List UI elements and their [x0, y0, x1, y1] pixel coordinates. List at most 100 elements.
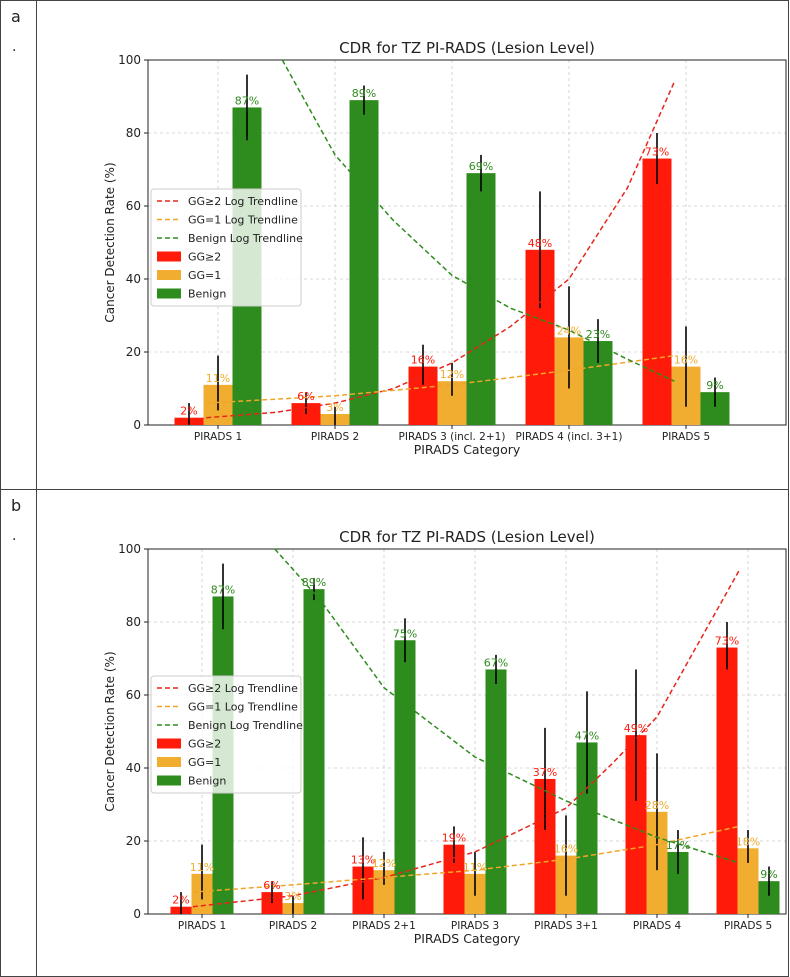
y-tick-label: 0	[133, 907, 141, 921]
data-label: 12%	[440, 368, 464, 381]
y-axis-label: Cancer Detection Rate (%)	[103, 651, 117, 811]
y-tick-label: 80	[126, 126, 141, 140]
legend-label: GG=1 Log Trendline	[188, 214, 298, 227]
x-tick-label: PIRADS 1	[178, 920, 226, 932]
y-axis-label: Cancer Detection Rate (%)	[103, 162, 117, 322]
data-label: 87%	[235, 94, 259, 107]
data-label: 87%	[211, 583, 235, 596]
data-label: 9%	[706, 379, 723, 392]
panel-marker: ·	[12, 532, 17, 548]
data-label: 48%	[528, 237, 552, 250]
y-tick-label: 40	[126, 272, 141, 286]
y-tick-label: 100	[118, 542, 141, 556]
y-tick-label: 100	[118, 53, 141, 67]
y-tick-label: 60	[126, 688, 141, 702]
data-label: 16%	[674, 354, 698, 367]
bar-benign	[485, 669, 507, 914]
trendline	[281, 59, 675, 382]
data-label: 37%	[533, 766, 557, 779]
legend-color-swatch	[157, 270, 181, 280]
data-label: 6%	[297, 390, 314, 403]
legend-label: GG≥2 Log Trendline	[188, 682, 298, 695]
chart-a: CDR for TZ PI-RADS (Lesion Level) 0 20 40 60…	[103, 39, 787, 457]
data-label: 24%	[557, 324, 581, 337]
chart-b: CDR for TZ PI-RADS (Lesion Level) 0 20 40 60…	[103, 528, 787, 946]
chart-title: CDR for TZ PI-RADS (Lesion Level)	[339, 528, 595, 546]
y-tick-label: 60	[126, 199, 141, 213]
data-label: 47%	[575, 729, 599, 742]
trendline	[192, 825, 740, 893]
data-label: 3%	[326, 401, 343, 414]
data-label: 69%	[469, 160, 493, 173]
x-tick-label: PIRADS 2	[311, 431, 359, 443]
legend-label: GG≥2 Log Trendline	[188, 195, 298, 208]
y-tick-label: 20	[126, 834, 141, 848]
panel-label: a	[11, 7, 21, 26]
legend-box	[150, 675, 302, 794]
bar-gg2	[443, 844, 465, 914]
bar-benign	[466, 173, 496, 425]
y-tick-label: 40	[126, 761, 141, 775]
legend-label: GG≥2	[188, 738, 221, 751]
x-tick-label: PIRADS 4 (incl. 3+1)	[516, 431, 623, 443]
x-tick-label: PIRADS 3	[451, 920, 499, 932]
legend-label: GG≥2	[188, 251, 221, 264]
data-label: 89%	[352, 87, 376, 100]
x-tick-label: PIRADS 3 (incl. 2+1)	[399, 431, 506, 443]
data-label: 89%	[302, 576, 326, 589]
bar-gg1	[737, 848, 759, 914]
x-axis-label: PIRADS Category	[414, 442, 521, 457]
data-label: 49%	[624, 722, 648, 735]
legend-label: GG=1 Log Trendline	[188, 701, 298, 714]
bar-gg2	[625, 735, 647, 914]
x-tick-label: PIRADS 2	[269, 920, 317, 932]
data-label: 6%	[263, 879, 280, 892]
data-label: 16%	[554, 843, 578, 856]
legend-color-swatch	[157, 738, 181, 749]
bar-gg2	[642, 158, 672, 426]
x-tick-label: PIRADS 3+1	[534, 920, 598, 932]
data-label: 23%	[586, 328, 610, 341]
y-tick-label: 0	[133, 418, 141, 432]
data-label: 19%	[442, 832, 466, 845]
panel-divider	[36, 1, 37, 489]
y-tick-label: 80	[126, 615, 141, 629]
x-axis-label: PIRADS Category	[414, 931, 521, 946]
legend-label: Benign	[188, 288, 226, 301]
chart-title: CDR for TZ PI-RADS (Lesion Level)	[339, 39, 595, 57]
data-label: 16%	[411, 354, 435, 367]
legend-color-swatch	[157, 288, 181, 299]
data-label: 11%	[190, 861, 214, 874]
legend-color-swatch	[157, 251, 181, 262]
trendline	[192, 570, 740, 908]
y-tick-label: 20	[126, 345, 141, 359]
x-tick-label: PIRADS 4	[633, 920, 682, 932]
x-tick-label: PIRADS 2+1	[352, 920, 416, 932]
bar-gg2	[716, 647, 738, 914]
panel-label: b	[11, 496, 22, 515]
bar-benign	[576, 742, 598, 914]
data-label: 13%	[351, 854, 375, 867]
figure-panel-a: a · CDR for TZ PI-RADS (Lesion Level) 0 20…	[0, 0, 789, 490]
legend-label: GG=1	[188, 269, 221, 282]
figure-panel-b: b · CDR for TZ PI-RADS (Lesion Level) 0 20…	[0, 489, 789, 977]
data-label: 28%	[645, 799, 669, 812]
data-label: 11%	[463, 861, 487, 874]
x-tick-label: PIRADS 5	[662, 431, 710, 443]
legend-label: Benign Log Trendline	[188, 232, 303, 245]
bar-gg2	[534, 778, 556, 914]
bar-benign	[394, 640, 416, 914]
legend-label: Benign Log Trendline	[188, 719, 303, 732]
panel-divider	[36, 490, 37, 976]
x-tick-label: PIRADS 5	[724, 920, 772, 932]
data-label: 67%	[484, 656, 508, 669]
data-label: 75%	[393, 627, 417, 640]
trendline	[206, 81, 675, 419]
data-label: 73%	[715, 635, 739, 648]
data-label: 2%	[172, 894, 189, 907]
legend-color-swatch	[157, 775, 181, 786]
legend-box	[150, 188, 302, 307]
bar-gg1	[373, 870, 395, 914]
data-label: 2%	[180, 405, 197, 418]
bar-benign	[303, 589, 325, 914]
